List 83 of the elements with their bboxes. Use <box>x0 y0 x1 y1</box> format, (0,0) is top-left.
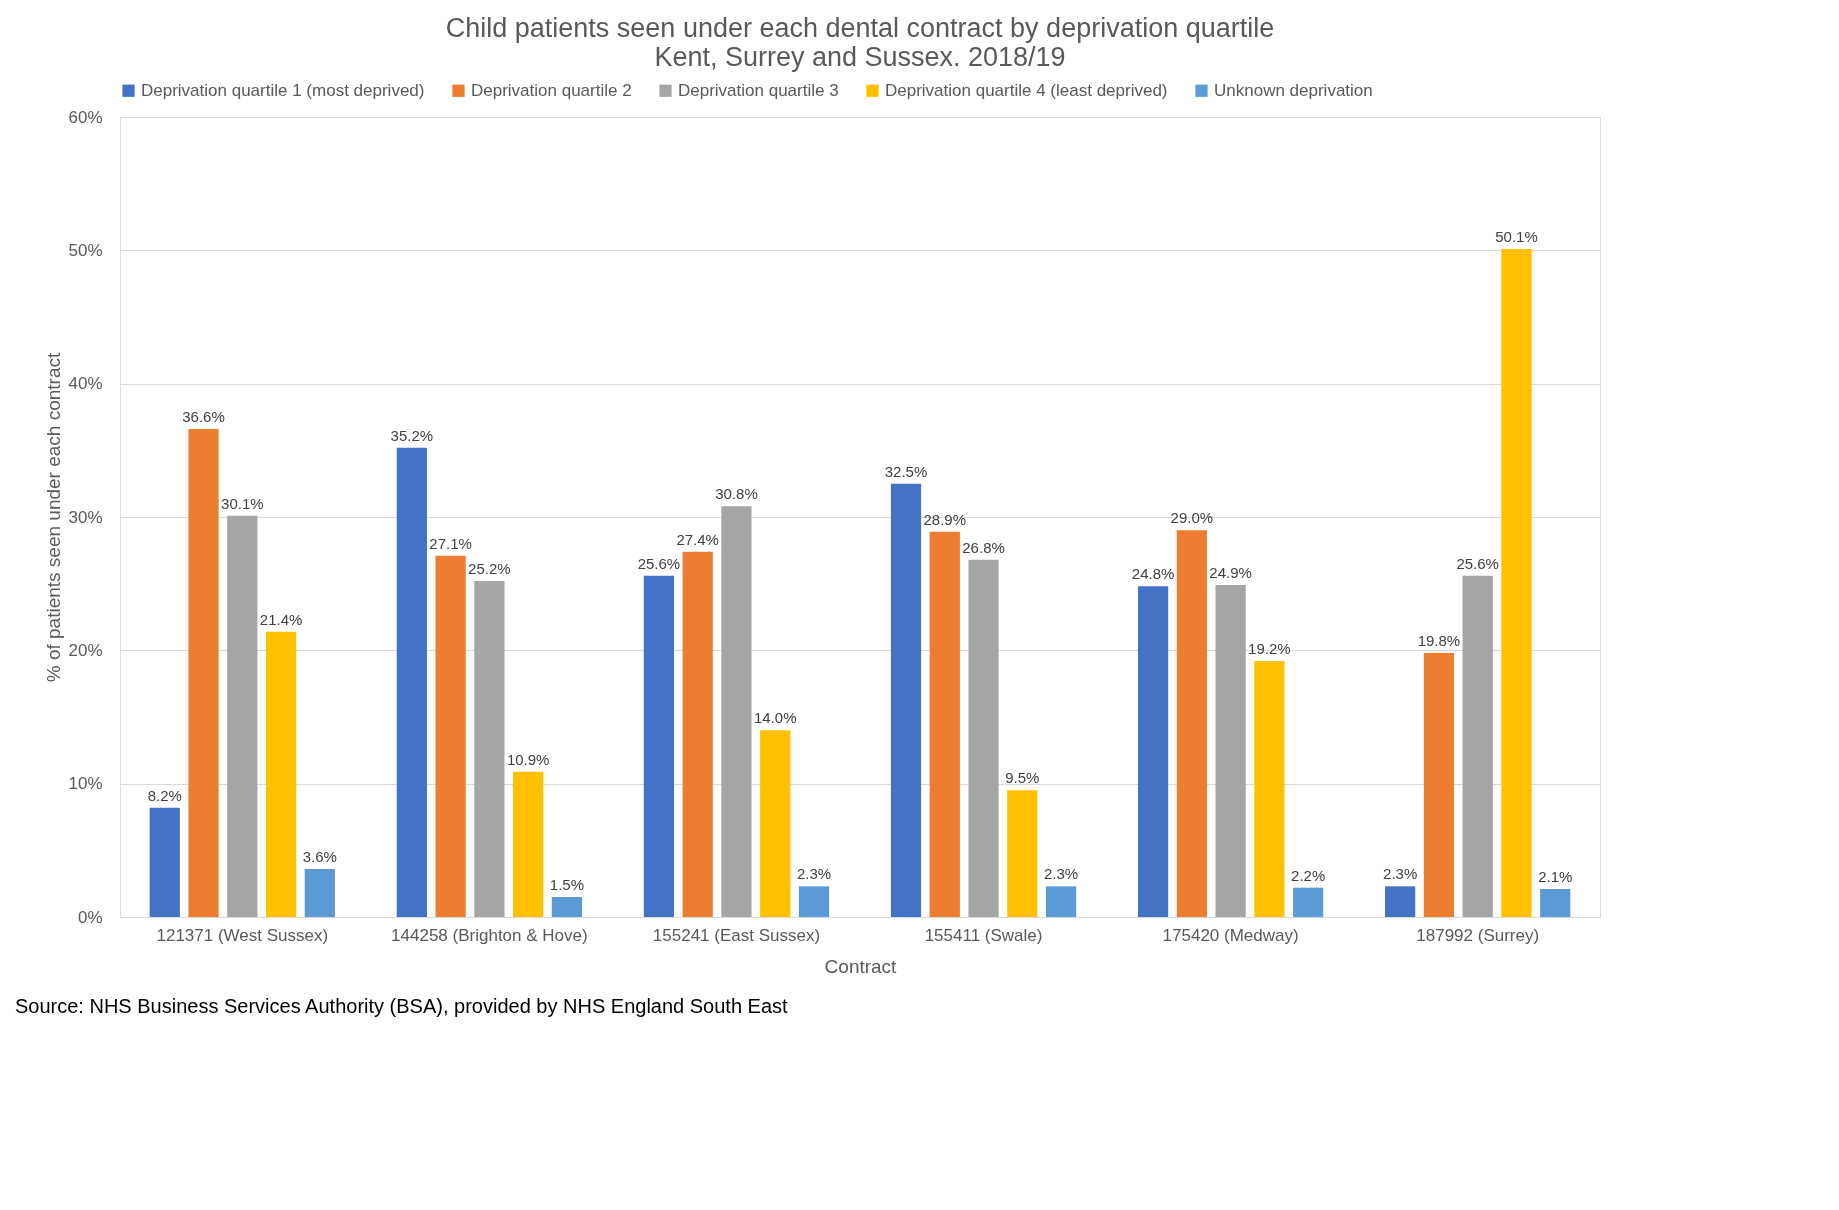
bar <box>968 559 999 917</box>
x-tick-label: 121371 (West Sussex) <box>156 925 329 945</box>
data-label: 3.6% <box>302 848 337 865</box>
bar <box>551 897 583 917</box>
data-label: 30.8% <box>715 485 758 503</box>
bar <box>682 551 713 917</box>
bar <box>188 429 219 917</box>
bar <box>1423 653 1455 917</box>
data-label: 9.5% <box>1005 769 1040 787</box>
data-label: 24.8% <box>1131 565 1175 583</box>
bar <box>1007 790 1038 917</box>
bar <box>227 515 258 917</box>
data-label: 27.1% <box>429 534 472 552</box>
bar <box>890 483 922 917</box>
data-label: 19.2% <box>1248 640 1291 657</box>
legend-label: Deprivation quartile 3 <box>678 80 839 100</box>
data-label: 14.0% <box>753 709 797 727</box>
bar <box>149 807 180 917</box>
data-label: 8.2% <box>147 786 182 804</box>
data-label: 1.5% <box>549 876 585 893</box>
text: Child patients seen under each dental contract by deprivation quartile <box>445 13 1275 43</box>
data-label: 10.9% <box>506 750 550 768</box>
data-label: 32.5% <box>884 462 928 480</box>
bar <box>929 531 960 917</box>
x-axis-title: Contract <box>824 955 898 977</box>
bar <box>1137 586 1169 917</box>
y-tick-label: 40% <box>68 374 103 394</box>
bar <box>1254 661 1285 917</box>
bar <box>1215 585 1246 917</box>
bar <box>474 581 505 917</box>
data-label: 2.2% <box>1291 866 1326 884</box>
bar <box>1385 886 1416 917</box>
data-label: 25.6% <box>1456 554 1499 572</box>
data-label: 26.8% <box>962 538 1005 556</box>
bar <box>798 886 830 917</box>
data-label: 2.3% <box>1043 865 1079 883</box>
bar <box>643 575 675 917</box>
y-tick-label: 0% <box>77 907 103 927</box>
y-tick-label: 20% <box>68 640 103 660</box>
data-label: 50.1% <box>1495 228 1538 245</box>
y-tick-label: 10% <box>68 774 103 794</box>
bar <box>1293 887 1324 917</box>
x-tick-label: 155241 (East Sussex) <box>652 925 821 945</box>
data-label: 19.8% <box>1417 632 1461 649</box>
data-label: 2.3% <box>1383 865 1418 883</box>
legend-label: Deprivation quartile 1 (most deprived) <box>141 80 425 100</box>
bar <box>1501 249 1532 917</box>
data-label: 25.2% <box>468 560 511 577</box>
bar <box>265 631 297 917</box>
data-label: 24.9% <box>1209 564 1252 581</box>
bar <box>1540 889 1571 917</box>
y-tick-label: 60% <box>68 107 103 127</box>
source-note: Source: NHS Business Services Authority (BSA), provided by NHS England South East <box>15 995 789 1017</box>
data-label: 25.6% <box>637 554 681 572</box>
data-label: 21.4% <box>259 610 303 628</box>
bar <box>760 730 791 917</box>
data-label: 36.6% <box>182 408 225 425</box>
bar <box>721 506 752 917</box>
bar <box>1176 530 1207 917</box>
bar <box>513 771 544 917</box>
bar <box>1462 575 1493 917</box>
data-label: 35.2% <box>390 426 434 444</box>
data-label: 2.1% <box>1538 868 1573 885</box>
x-tick-label: 187992 (Surrey) <box>1416 925 1540 945</box>
bar <box>435 555 466 917</box>
data-label: 27.4% <box>676 530 719 548</box>
bar <box>1045 886 1077 917</box>
data-label: 30.1% <box>221 494 264 512</box>
x-tick-label: 155411 (Swale) <box>924 925 1043 945</box>
data-label: 29.0% <box>1170 509 1214 527</box>
bar <box>304 869 335 917</box>
legend-label: Deprivation quartile 4 (least deprived) <box>885 80 1168 100</box>
text: Kent, Surrey and Sussex. 2018/19 <box>654 42 1066 72</box>
legend-label: Deprivation quartile 2 <box>471 80 632 100</box>
data-label: 2.3% <box>796 865 832 883</box>
bar <box>396 447 427 917</box>
y-axis-title: % of patients seen under each contract <box>43 352 65 683</box>
legend-label: Unknown deprivation <box>1214 80 1373 100</box>
data-label: 28.9% <box>923 510 967 528</box>
x-tick-label: 175420 (Medway) <box>1162 925 1299 945</box>
y-tick-label: 30% <box>68 507 103 527</box>
x-tick-label: 144258 (Brighton & Hove) <box>391 925 588 945</box>
y-tick-label: 50% <box>68 240 103 260</box>
